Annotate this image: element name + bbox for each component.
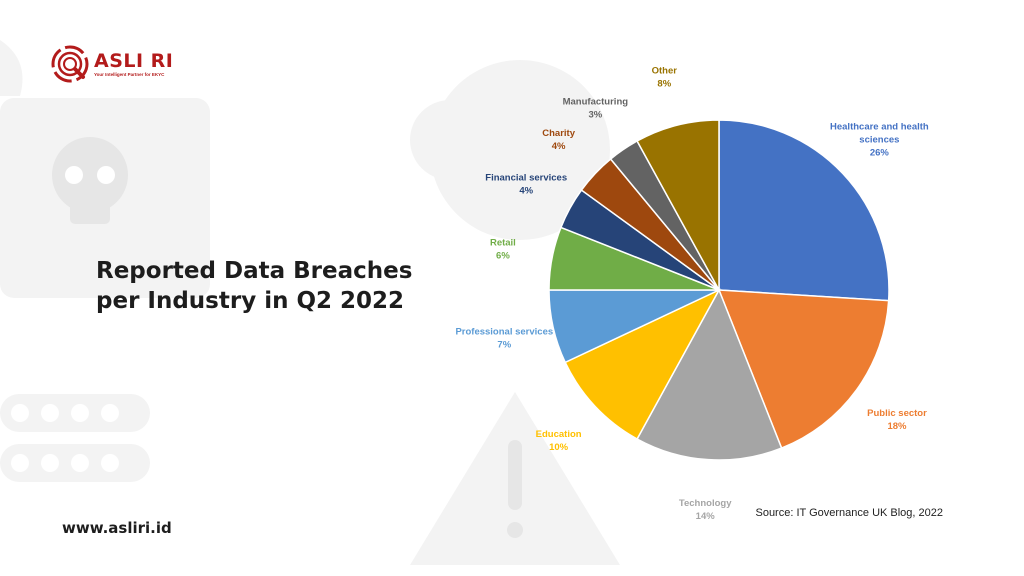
pie-label-2: Technology 14% — [679, 498, 732, 522]
website-link[interactable]: www.asliri.id — [62, 519, 172, 537]
logo-fingerprint-icon — [51, 45, 89, 83]
brand-name: ASLI RI — [94, 50, 174, 72]
pie-slice-2 — [636, 288, 783, 461]
pie-label-4: Professional services 7% — [455, 326, 553, 350]
pie-slice-1 — [717, 289, 890, 450]
pie-label-8: Manufacturing 3% — [563, 97, 629, 121]
title-line-1: Reported Data Breaches — [96, 258, 413, 284]
corner-blob — [0, 40, 23, 96]
title-line-2: per Industry in Q2 2022 — [96, 288, 405, 314]
pie-label-7: Charity 4% — [542, 128, 575, 152]
pie-label-3: Education 10% — [536, 429, 582, 453]
pie-label-0: Healthcare and health sciences 26% — [830, 121, 929, 158]
pie-label-1: Public sector 18% — [867, 408, 927, 432]
brand-logo[interactable]: ASLI RI Your Intelligent Partner for EKY… — [50, 44, 173, 84]
pie-slice-3 — [564, 288, 721, 440]
pie-slice-9 — [636, 119, 720, 291]
skull-icon — [52, 137, 128, 213]
pie-label-5: Retail 6% — [490, 237, 516, 261]
pie-slice-0 — [718, 119, 890, 302]
pie-label-9: Other 8% — [652, 65, 678, 89]
cloud-shape — [430, 60, 610, 240]
pie-label-6: Financial services 4% — [485, 173, 567, 197]
page-title: Reported Data Breaches per Industry in Q… — [96, 256, 426, 316]
source-note: Source: IT Governance UK Blog, 2022 — [755, 507, 943, 519]
brand-tagline: Your Intelligent Partner for EKYC — [94, 72, 165, 77]
